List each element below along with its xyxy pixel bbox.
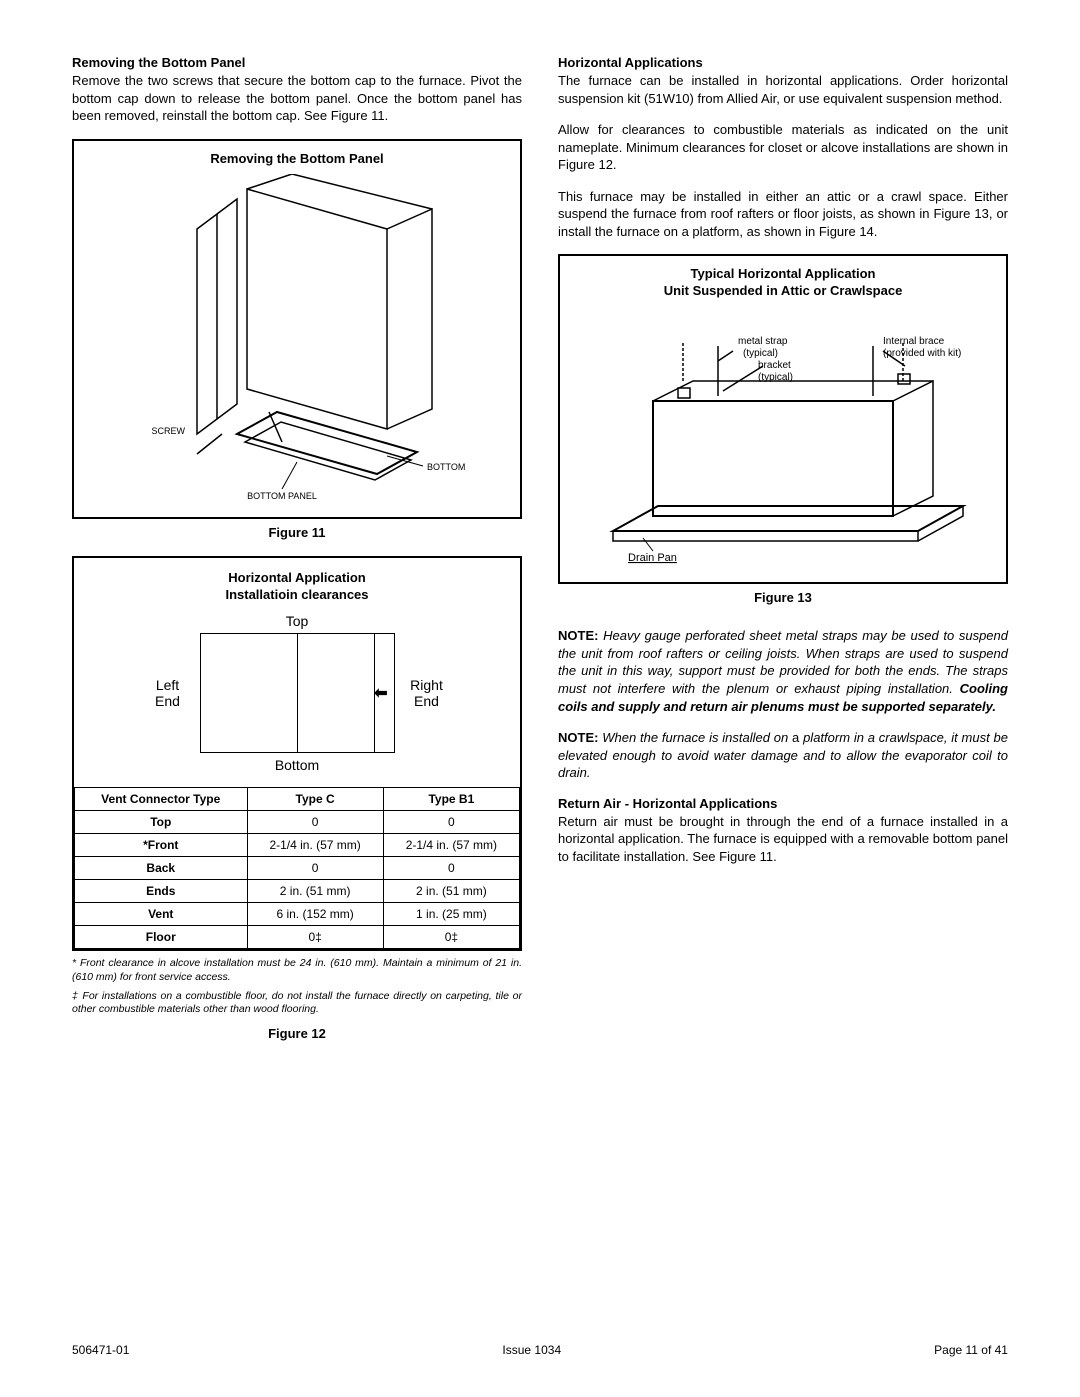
note-1-body: Heavy gauge perforated sheet metal strap… <box>558 628 1008 696</box>
clearance-unit-box: ⬅ <box>200 633 395 753</box>
figure-13-title: Typical Horizontal Application Unit Susp… <box>568 266 998 300</box>
heading-horizontal: Horizontal Applications <box>558 55 1008 70</box>
table-row: Back 0 0 <box>75 857 520 880</box>
th-vent-type: Vent Connector Type <box>75 788 248 811</box>
two-column-layout: Removing the Bottom Panel Remove the two… <box>72 55 1008 1057</box>
note-2-plain-a: a <box>788 730 803 745</box>
table-row: Floor 0‡ 0‡ <box>75 926 520 949</box>
label-bracket: bracket <box>758 360 791 371</box>
figure-12-caption: Figure 12 <box>72 1026 522 1041</box>
clearance-bottom-label: Bottom <box>275 757 319 773</box>
figure-13-box: Typical Horizontal Application Unit Susp… <box>558 254 1008 584</box>
table-row: Ends 2 in. (51 mm) 2 in. (51 mm) <box>75 880 520 903</box>
label-screw: SCREW <box>152 426 186 436</box>
label-bottom-cap: BOTTOM CAP <box>427 462 467 472</box>
footer-right: Page 11 of 41 <box>934 1343 1008 1357</box>
clearance-right-label: RightEnd <box>403 677 451 711</box>
label-drain-pan: Drain Pan <box>628 552 677 564</box>
note-1: NOTE: Heavy gauge perforated sheet metal… <box>558 627 1008 715</box>
footer-center: Issue 1034 <box>502 1343 561 1357</box>
figure-13-caption: Figure 13 <box>558 590 1008 605</box>
label-internal-brace-2: (provided with kit) <box>883 348 961 359</box>
left-column: Removing the Bottom Panel Remove the two… <box>72 55 522 1057</box>
table-row: Top 0 0 <box>75 811 520 834</box>
footer-left: 506471-01 <box>72 1343 129 1357</box>
figure-12-footnote-2: ‡ For installations on a combustible flo… <box>72 990 522 1016</box>
note-2: NOTE: When the furnace is installed on a… <box>558 729 1008 782</box>
para-remove-panel: Remove the two screws that secure the bo… <box>72 72 522 125</box>
clearance-top-label: Top <box>286 613 309 629</box>
label-internal-brace: Internal brace <box>883 336 945 347</box>
figure-12-footnote-1: * Front clearance in alcove installation… <box>72 957 522 983</box>
figure-11-box: Removing the Bottom Panel <box>72 139 522 519</box>
para-horizontal-2: Allow for clearances to combustible mate… <box>558 121 1008 174</box>
right-column: Horizontal Applications The furnace can … <box>558 55 1008 1057</box>
para-horizontal-3: This furnace may be installed in either … <box>558 188 1008 241</box>
figure-12-title-1: Horizontal Application <box>228 570 365 585</box>
figure-12-title: Horizontal Application Installatioin cle… <box>74 570 520 604</box>
label-bottom-panel: BOTTOM PANEL <box>247 491 317 501</box>
figure-11-caption: Figure 11 <box>72 525 522 540</box>
th-type-b1: Type B1 <box>383 788 519 811</box>
para-return-air: Return air must be brought in through th… <box>558 813 1008 866</box>
heading-return-air: Return Air - Horizontal Applications <box>558 796 1008 811</box>
table-row: Vent Connector Type Type C Type B1 <box>75 788 520 811</box>
clearance-table: Vent Connector Type Type C Type B1 Top 0… <box>74 787 520 949</box>
label-metal-strap: metal strap <box>738 336 788 347</box>
th-type-c: Type C <box>247 788 383 811</box>
figure-11-diagram: SCREW BOTTOM CAP BOTTOM PANEL <box>127 174 467 504</box>
note-2-label: NOTE: <box>558 730 598 745</box>
clearance-diagram: Top LeftEnd ⬅ RightEnd Bottom <box>74 609 520 777</box>
figure-11-title: Removing the Bottom Panel <box>82 151 512 168</box>
note-1-label: NOTE: <box>558 628 598 643</box>
heading-remove-panel: Removing the Bottom Panel <box>72 55 522 70</box>
label-bracket-2: (typical) <box>758 372 793 383</box>
label-metal-strap-2: (typical) <box>743 348 778 359</box>
figure-12-title-2: Installatioin clearances <box>225 587 368 602</box>
table-row: Vent 6 in. (152 mm) 1 in. (25 mm) <box>75 903 520 926</box>
page-footer: 506471-01 Issue 1034 Page 11 of 41 <box>72 1343 1008 1357</box>
figure-13-diagram: metal strap (typical) bracket (typical) … <box>583 306 983 576</box>
figure-12-box: Horizontal Application Installatioin cle… <box>72 556 522 952</box>
clearance-left-label: LeftEnd <box>144 677 192 711</box>
note-2-body-a: When the furnace is installed on <box>602 730 788 745</box>
note-2-body-b: platform in <box>803 730 864 745</box>
table-row: *Front 2-1/4 in. (57 mm) 2-1/4 in. (57 m… <box>75 834 520 857</box>
para-horizontal-1: The furnace can be installed in horizont… <box>558 72 1008 107</box>
